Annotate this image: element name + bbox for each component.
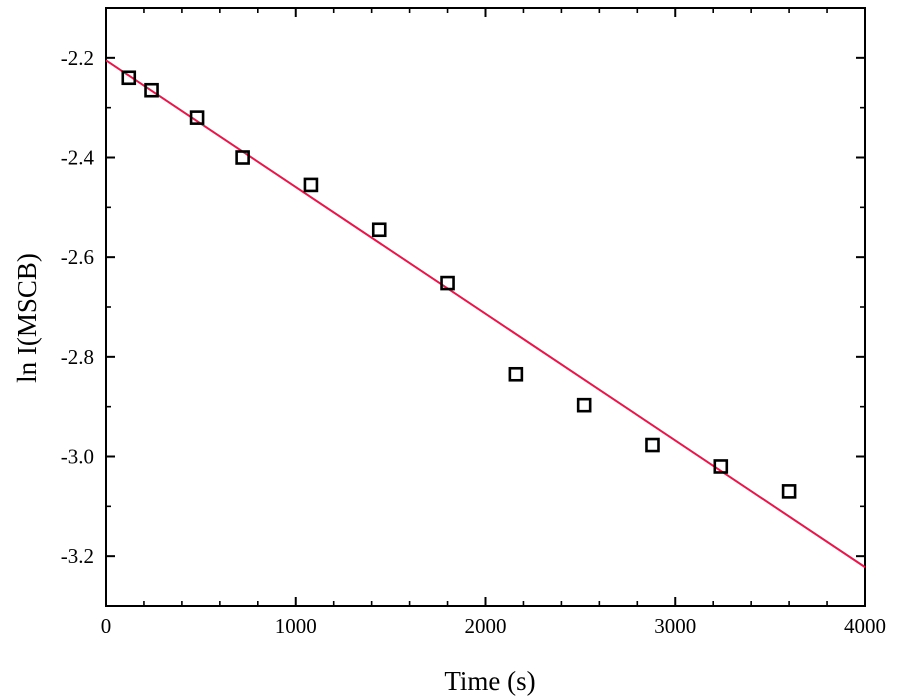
data-point — [645, 437, 660, 453]
y-axis-title: ln I(MSCB) — [12, 253, 42, 383]
fit-line — [105, 59, 866, 568]
data-point — [576, 397, 592, 413]
data-point — [781, 484, 797, 499]
y-axis-ticks: -2.2 -2.4 -2.6 -2.8 -3.0 -3.2 — [61, 46, 865, 568]
data-point — [189, 110, 205, 125]
x-tick-label: 0 — [101, 614, 112, 638]
data-points — [121, 70, 797, 499]
data-point — [121, 70, 137, 86]
fit-line-group — [105, 59, 866, 568]
data-point — [303, 177, 319, 193]
x-axis-ticks: 0 1000 2000 3000 4000 — [101, 8, 886, 638]
data-point — [371, 222, 387, 238]
plot-frame — [105, 7, 866, 607]
y-tick-label: -2.8 — [61, 345, 94, 369]
x-tick-label: 4000 — [844, 614, 886, 638]
x-axis-title: Time (s) — [444, 666, 535, 696]
y-tick-label: -2.2 — [61, 46, 94, 70]
x-tick-label: 3000 — [654, 614, 696, 638]
data-point — [144, 82, 159, 98]
x-tick-label: 1000 — [275, 614, 317, 638]
y-tick-label: -3.0 — [61, 445, 94, 469]
data-point — [713, 459, 729, 474]
x-tick-label: 2000 — [465, 614, 507, 638]
data-point — [508, 366, 524, 382]
y-tick-label: -2.6 — [61, 245, 94, 269]
y-tick-label: -2.4 — [61, 146, 95, 170]
data-point — [235, 150, 250, 165]
y-tick-label: -3.2 — [61, 544, 94, 568]
data-point — [440, 275, 455, 291]
